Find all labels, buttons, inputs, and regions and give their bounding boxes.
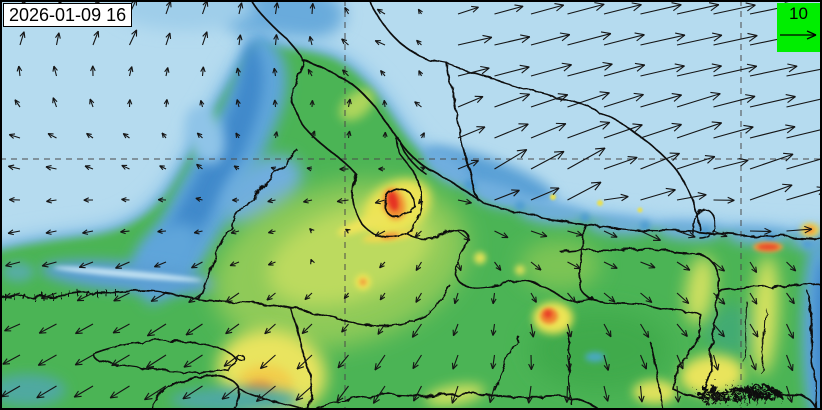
reference-vector-arrow-icon xyxy=(780,30,817,40)
reference-speed-value: 10 xyxy=(789,4,808,23)
timestamp-label: 2026-01-09 16 xyxy=(3,3,133,27)
timestamp-text: 2026-01-09 16 xyxy=(9,5,127,25)
wind-reference-legend: 10 xyxy=(777,3,820,52)
delta-coastline-detail xyxy=(693,379,779,401)
